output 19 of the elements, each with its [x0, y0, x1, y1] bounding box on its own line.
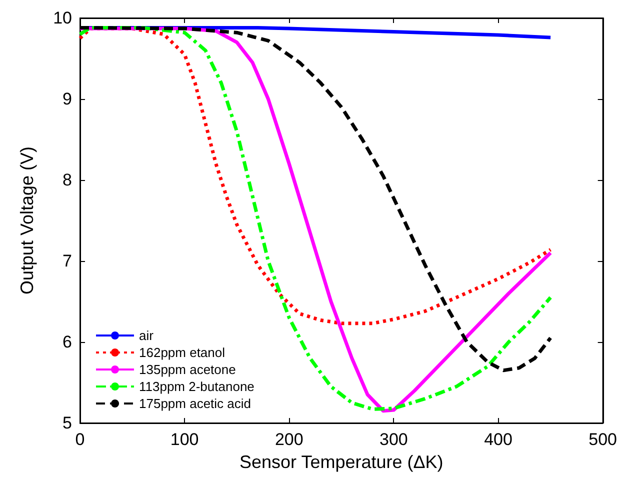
x-tick-label: 500 [588, 430, 618, 449]
x-tick-label: 0 [75, 430, 85, 449]
x-tick-label: 400 [484, 430, 512, 449]
x-tick-label: 300 [380, 430, 408, 449]
y-tick-label: 10 [53, 8, 72, 28]
y-tick-label: 7 [62, 252, 72, 270]
y-axis-title: Output Voltage (V) [17, 146, 37, 295]
y-tick-label: 8 [62, 170, 72, 190]
legend-label: air [139, 328, 154, 343]
x-axis-title: Sensor Temperature (ΔK) [240, 452, 444, 472]
legend-label: 113ppm 2-butanone [139, 379, 254, 394]
y-tick-label: 6 [62, 332, 72, 352]
y-tick-label: 5 [62, 414, 72, 432]
legend-label: 162ppm etanol [139, 345, 226, 360]
y-tick-label: 9 [62, 90, 72, 108]
x-tick-label: 200 [274, 430, 304, 449]
legend-label: 135ppm acetone [139, 362, 236, 377]
legend-label: 175ppm acetic acid [139, 396, 252, 411]
x-tick-label: 100 [170, 430, 199, 449]
